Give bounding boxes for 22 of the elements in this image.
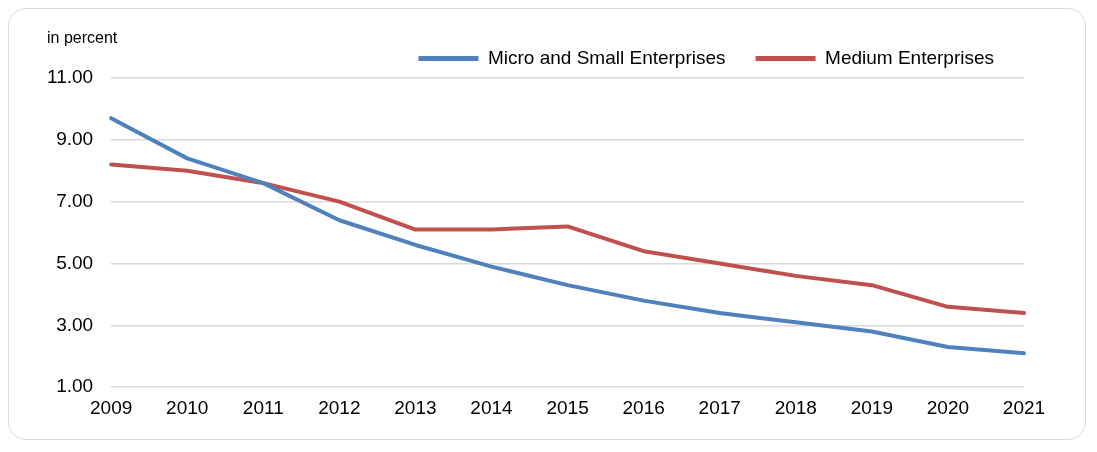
y-tick-label: 11.00	[47, 66, 94, 88]
x-tick-label: 2011	[242, 396, 284, 418]
y-tick-label: 5.00	[56, 251, 94, 273]
x-tick-label: 2020	[926, 396, 970, 418]
y-tick-label: 9.00	[56, 128, 94, 150]
x-tick-label: 2018	[774, 396, 817, 418]
legend-label: Micro and Small Enterprises	[487, 46, 726, 68]
y-tick-label: 1.00	[56, 375, 94, 397]
x-tick-label: 2009	[90, 396, 133, 418]
x-tick-label: 2013	[394, 396, 437, 418]
x-tick-label: 2014	[470, 396, 514, 418]
y-tick-label: 3.00	[56, 313, 94, 335]
x-tick-label: 2016	[622, 396, 665, 418]
x-tick-label: 2010	[166, 396, 209, 418]
y-tick-label: 7.00	[56, 189, 94, 211]
x-tick-label: 2019	[850, 396, 893, 418]
y-axis-title: in percent	[47, 29, 118, 47]
legend-label: Medium Enterprises	[825, 46, 994, 68]
x-tick-label: 2012	[318, 396, 361, 418]
x-tick-label: 2017	[698, 396, 741, 418]
x-tick-label: 2015	[546, 396, 589, 418]
x-tick-label: 2021	[1002, 396, 1046, 418]
